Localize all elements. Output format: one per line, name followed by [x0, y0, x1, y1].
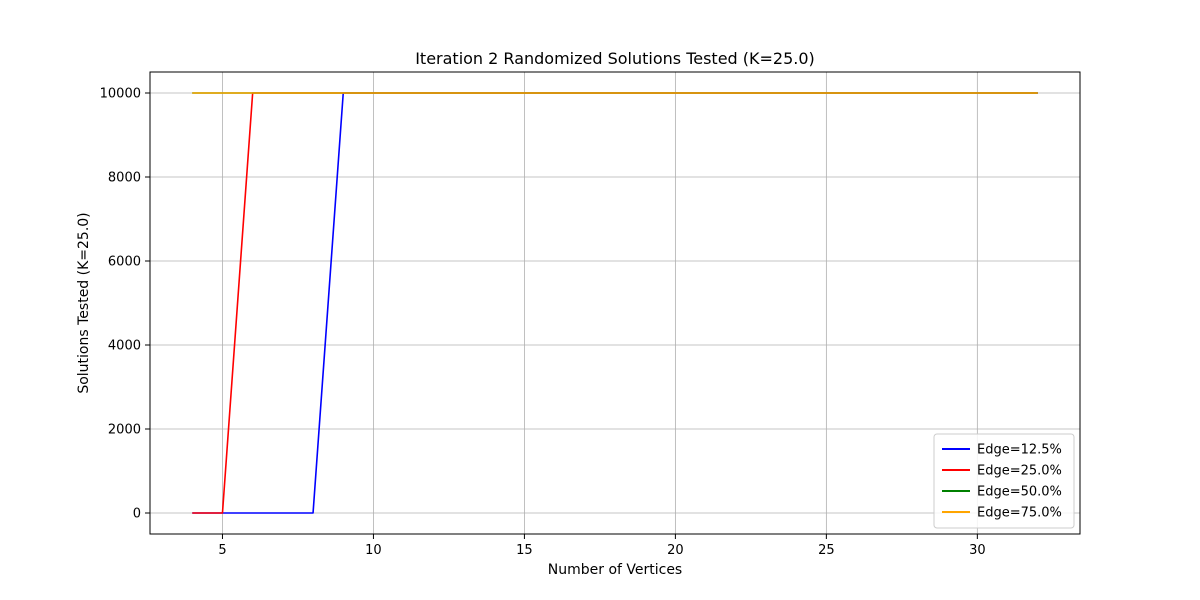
- y-tick-label: 8000: [108, 171, 141, 186]
- series-lines: [192, 92, 1038, 514]
- legend-label: Edge=75.0%: [977, 506, 1062, 521]
- y-tick-label: 0: [133, 507, 141, 522]
- legend-label: Edge=12.5%: [977, 443, 1062, 458]
- y-tick-label: 4000: [108, 339, 141, 354]
- x-tick-label: 25: [818, 543, 835, 558]
- x-axis-label: Number of Vertices: [548, 562, 682, 578]
- x-tick-label: 30: [969, 543, 986, 558]
- x-tick-label: 5: [218, 543, 226, 558]
- y-tick-label: 6000: [108, 255, 141, 270]
- y-tick-label: 2000: [108, 423, 141, 438]
- x-tick-label: 15: [516, 543, 533, 558]
- legend: Edge=12.5% Edge=25.0% Edge=50.0% Edge=75.0%: [933, 433, 1075, 529]
- legend-label: Edge=50.0%: [977, 485, 1062, 500]
- x-tick-label: 20: [667, 543, 684, 558]
- grid-lines: [150, 72, 1080, 534]
- y-tick-label: 10000: [100, 87, 141, 102]
- plot-frame: [149, 71, 1081, 535]
- y-axis-label: Solutions Tested (K=25.0): [76, 212, 92, 393]
- legend-label: Edge=25.0%: [977, 464, 1062, 479]
- axis-ticks: 5 10 15 20 25 30 0 2000 4000 6000 8000 10000: [100, 87, 986, 559]
- chart-title: Iteration 2 Randomized Solutions Tested …: [415, 49, 815, 68]
- x-tick-label: 10: [365, 543, 382, 558]
- legend-box: [933, 433, 1075, 529]
